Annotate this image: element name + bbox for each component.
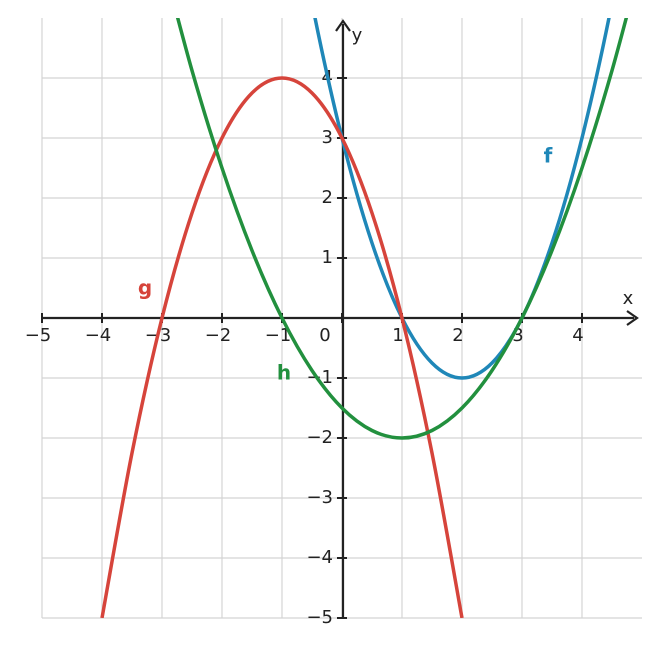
x-tick-label: 4 xyxy=(572,325,583,346)
axes: x y xyxy=(42,19,639,618)
curve-label: f xyxy=(544,144,553,168)
y-tick-label: −3 xyxy=(306,487,333,508)
y-tick-label: 1 xyxy=(322,247,333,268)
curve-label: h xyxy=(277,361,291,385)
curve xyxy=(175,18,629,440)
x-tick-label: 3 xyxy=(512,325,523,346)
y-tick-label: −5 xyxy=(306,607,333,628)
x-tick-label: 1 xyxy=(392,325,403,346)
curves xyxy=(100,18,629,618)
x-axis-label: x xyxy=(623,288,634,309)
x-tick-label: −4 xyxy=(85,325,112,346)
curve xyxy=(100,76,464,618)
curve xyxy=(313,18,611,380)
y-axis-label: y xyxy=(352,25,363,46)
x-tick-label: −2 xyxy=(205,325,232,346)
x-tick-label: 0 xyxy=(319,325,330,346)
x-tick-label: 2 xyxy=(452,325,463,346)
x-tick-label: −5 xyxy=(25,325,52,346)
y-tick-label: −4 xyxy=(306,547,333,568)
y-tick-label: 2 xyxy=(322,187,333,208)
x-arrow xyxy=(626,310,639,326)
x-tick-label: −1 xyxy=(265,325,292,346)
curve-label: g xyxy=(138,276,152,300)
y-tick-label: 3 xyxy=(322,127,333,148)
y-tick-label: −2 xyxy=(306,427,333,448)
y-arrow xyxy=(335,19,351,32)
